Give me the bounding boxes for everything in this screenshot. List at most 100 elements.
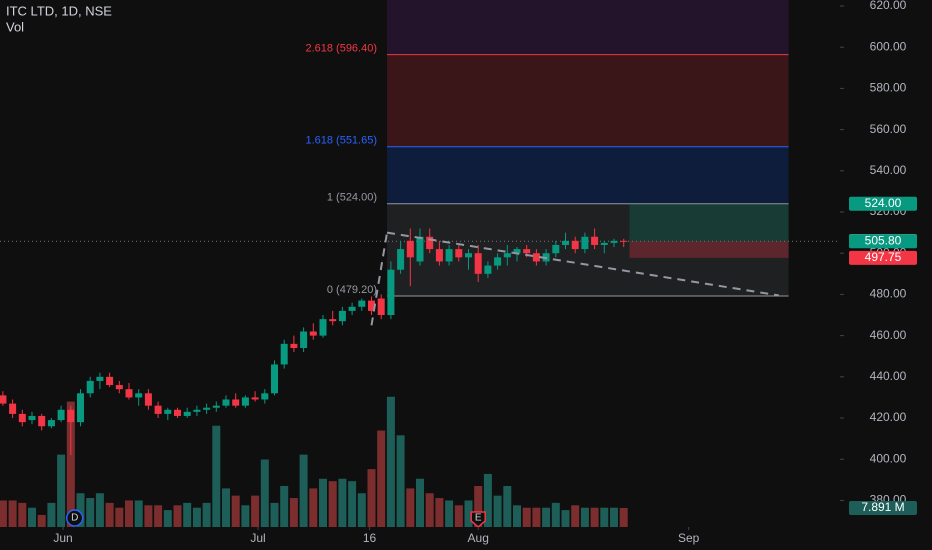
event-label: D: [71, 513, 78, 524]
candle-body: [455, 249, 463, 258]
volume-bar: [8, 500, 17, 527]
volume-bar: [551, 502, 560, 527]
candle-body: [164, 409, 172, 414]
fib-label: 2.618 (596.40): [305, 43, 377, 55]
candle-body: [241, 397, 249, 406]
volume-bar: [416, 478, 424, 527]
volume-bar: [299, 454, 308, 527]
volume-bar: [619, 507, 628, 527]
event-label: E: [475, 513, 482, 524]
candle-body: [416, 236, 424, 262]
volume-label: 7.891 M: [861, 500, 904, 514]
price-axis: [840, 0, 932, 550]
volume-bar: [289, 498, 298, 527]
candle-body: [144, 393, 152, 406]
candle-body: [571, 240, 579, 250]
volume-bar: [183, 502, 192, 527]
volume-bar: [251, 495, 260, 527]
candle-body: [290, 343, 298, 348]
volume-bar: [532, 507, 541, 527]
volume-bar: [474, 485, 483, 527]
fib-label: 1 (524.00): [327, 192, 377, 204]
volume-bar: [105, 502, 114, 527]
y-tick-label: 580.00: [870, 81, 907, 95]
candle-body: [28, 415, 36, 421]
x-tick-label: 16: [363, 531, 377, 545]
volume-bar: [319, 478, 328, 527]
volume-bar: [222, 488, 231, 527]
volume-bar: [571, 505, 580, 527]
candle-body: [377, 298, 385, 316]
volume-bar: [18, 502, 27, 527]
candle-body: [280, 343, 288, 365]
trendline: [370, 232, 389, 326]
volume-bar: [125, 500, 134, 527]
price-label: 497.75: [865, 250, 902, 264]
price-label-box: [849, 234, 917, 249]
candle-body: [445, 249, 453, 262]
candle-body: [47, 420, 55, 427]
volume-bar: [600, 507, 609, 527]
volume-bar: [86, 498, 95, 527]
candle-body: [610, 240, 618, 243]
volume-bar: [202, 502, 211, 527]
price-label-box: [849, 250, 917, 265]
candle-body: [435, 249, 443, 262]
candle-body: [251, 397, 259, 400]
candle-body: [464, 253, 472, 258]
time-axis: [0, 527, 932, 550]
candle-body: [387, 269, 395, 316]
volume-bar: [231, 495, 240, 527]
candle-body: [38, 415, 46, 427]
y-tick-label: 440.00: [870, 369, 907, 383]
volume-bar: [377, 430, 386, 527]
y-tick-label: 460.00: [870, 328, 907, 342]
volume-bar: [493, 495, 502, 527]
volume-bar: [580, 507, 589, 527]
candle-body: [212, 405, 220, 408]
candle-body: [591, 236, 599, 245]
volume-bar: [192, 507, 201, 527]
x-tick-label: Jul: [250, 531, 265, 545]
candle-body: [183, 411, 191, 416]
candle-body: [513, 249, 521, 254]
volume-bar: [464, 500, 473, 527]
candle-body: [552, 244, 560, 254]
fib-zone: [387, 203, 789, 297]
fib-zone: [387, 0, 789, 55]
fib-label: 0 (479.20): [327, 284, 377, 296]
volume-bar: [435, 498, 444, 527]
volume-bar: [357, 493, 366, 527]
volume-bar: [367, 469, 376, 527]
candle-body: [319, 319, 327, 336]
candle-body: [532, 253, 540, 262]
y-tick-label: 400.00: [870, 451, 907, 465]
candle-body: [0, 395, 7, 404]
candle-body: [406, 240, 414, 258]
candle-body: [174, 409, 182, 416]
candle-body: [523, 249, 531, 254]
candle-body: [135, 393, 143, 398]
volume-bar: [28, 507, 37, 527]
candle-body: [494, 257, 502, 266]
volume-bar: [483, 473, 492, 527]
candle-body: [426, 236, 434, 250]
volume-bar: [542, 507, 551, 527]
candle-body: [125, 389, 133, 398]
y-tick-label: 480.00: [870, 287, 907, 301]
candle-body: [329, 319, 337, 322]
candle-body: [503, 253, 511, 258]
candle-body: [338, 310, 346, 322]
event-marker: [65, 509, 84, 527]
volume-bar: [173, 505, 182, 527]
candle-body: [271, 364, 279, 394]
volume-bar: [609, 507, 618, 527]
price-label-box: [849, 196, 917, 211]
candle-body: [620, 240, 628, 242]
y-tick-label: 420.00: [870, 410, 907, 424]
candle-body: [348, 306, 356, 311]
volume-bar: [328, 481, 337, 527]
volume-bar: [522, 507, 531, 527]
volume-bar: [154, 505, 163, 527]
